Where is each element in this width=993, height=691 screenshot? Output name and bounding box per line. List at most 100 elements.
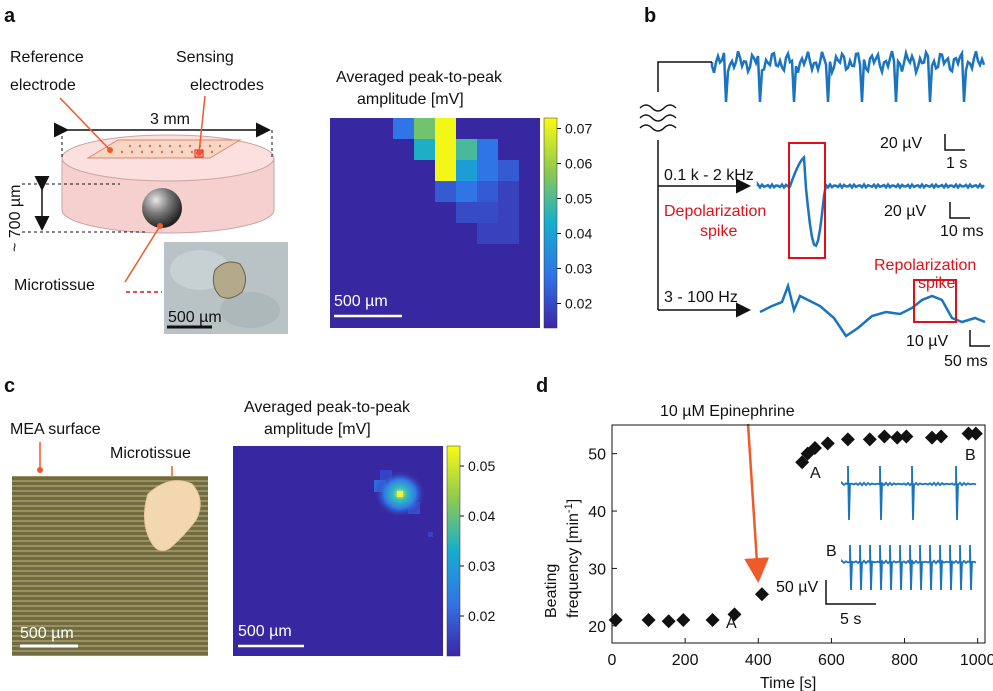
- colorbar-tick-label: 0.02: [565, 296, 592, 312]
- panel-label-a: a: [4, 5, 16, 27]
- colorbar-tick-label: 0.05: [468, 458, 495, 474]
- y-tick-label: 50: [588, 447, 606, 464]
- x-tick-label: 600: [818, 652, 845, 669]
- plot-d-ticks: 0 200 400 600 800 1000 20 30 40 50: [588, 447, 993, 669]
- panel-a: a Reference electrode Sensing electrodes…: [4, 5, 592, 334]
- data-point: [641, 613, 656, 628]
- heatmap-a-cell: [498, 202, 519, 223]
- data-point: [608, 613, 623, 628]
- colorbar-c: [446, 445, 461, 657]
- high-band-trace: [756, 154, 985, 248]
- repolarization-label-line2: spike: [918, 275, 955, 292]
- low-band-label: 3 - 100 Hz: [664, 289, 738, 306]
- heatmap-a-cell: [456, 181, 477, 202]
- dish-schematic: [61, 134, 275, 234]
- low-scale-time: 50 ms: [944, 353, 988, 370]
- panel-c: c MEA surface Microtissue 500 µm Average…: [4, 375, 495, 657]
- repolarization-label-line1: Repolarization: [874, 257, 976, 274]
- plot-d-points: [608, 426, 983, 629]
- y-axis-label-line2: frequency [min-1]: [563, 499, 582, 618]
- data-point: [754, 587, 769, 602]
- x-tick-label: 800: [891, 652, 918, 669]
- filter-symbol: [639, 104, 677, 132]
- depolarization-box: [788, 142, 826, 259]
- high-band-label: 0.1 k - 2 kHz: [664, 167, 754, 184]
- drug-label: 10 µM Epinephrine: [660, 403, 795, 420]
- colorbar-a: [543, 117, 558, 329]
- microtissue-label-c: Microtissue: [110, 445, 191, 462]
- inset-trace-a: [841, 465, 977, 521]
- panel-label-c: c: [4, 375, 15, 397]
- heatmap-a-cell: [435, 160, 456, 181]
- heatmap-a-cell: [435, 181, 456, 202]
- heatmap-a-cell: [477, 160, 498, 181]
- reference-electrode-label-line1: Reference: [10, 49, 84, 66]
- data-point: [705, 613, 720, 628]
- colorbar-a-ticks: 0.07 0.06 0.05 0.04 0.03 0.02: [557, 121, 592, 312]
- x-tick-label: 400: [745, 652, 772, 669]
- data-point: [968, 426, 983, 441]
- drug-arrow: [744, 423, 770, 583]
- heatmap-c-title-line1: Averaged peak-to-peak: [244, 399, 411, 416]
- y-axis-label-line1: Beating: [543, 564, 560, 618]
- colorbar-c-ticks: 0.05 0.04 0.03 0.02: [460, 458, 495, 624]
- data-point: [862, 432, 877, 447]
- low-band-trace: [759, 281, 986, 338]
- panel-label-d: d: [536, 375, 548, 397]
- y-tick-label: 30: [588, 561, 606, 578]
- sensing-electrodes-label-line2: electrodes: [190, 77, 264, 94]
- heatmap-a-cell: [477, 139, 498, 160]
- colorbar-tick-label: 0.03: [565, 261, 592, 277]
- colorbar-tick-label: 0.07: [565, 121, 592, 137]
- data-point: [840, 432, 855, 447]
- y-axis-label-end: ]: [565, 499, 582, 503]
- panel-label-b: b: [644, 5, 656, 27]
- colorbar-tick-label: 0.04: [565, 226, 592, 242]
- sensing-electrodes-label-line1: Sensing: [176, 49, 234, 66]
- plot-frame: [611, 424, 986, 644]
- data-point: [727, 607, 742, 622]
- mea-photo: 500 µm: [12, 476, 208, 656]
- heatmap-a-title-line1: Averaged peak-to-peak: [336, 69, 503, 86]
- panel-d: d 10 µM Epinephrine 0 200 400 600 800 1000 20 3…: [536, 375, 993, 691]
- data-point: [924, 430, 939, 445]
- data-point: [795, 455, 810, 470]
- heatmap-a-cell: [435, 118, 456, 139]
- trace-label-a: A: [726, 615, 737, 632]
- data-point: [877, 429, 892, 444]
- low-scale-voltage: 10 µV: [906, 333, 948, 350]
- width-label: 3 mm: [150, 111, 190, 128]
- high-scale-time: 10 ms: [940, 223, 984, 240]
- trace-label-b: B: [965, 447, 976, 464]
- heatmap-a-cells: [393, 118, 519, 244]
- panel-b: b 0.1 k - 2 kHz 3 - 100 Hz 20 µV 1 s Dep…: [639, 5, 990, 370]
- colorbar-tick-label: 0.06: [565, 156, 592, 172]
- colorbar-tick-label: 0.03: [468, 558, 495, 574]
- data-point: [676, 613, 691, 628]
- heatmap-a-cell: [456, 139, 477, 160]
- data-point: [961, 426, 976, 441]
- height-label: ~ 700 µm: [7, 185, 24, 252]
- heatmap-a-cell: [414, 139, 435, 160]
- heatmap-a-cell: [456, 160, 477, 181]
- heatmap-a-cell: [393, 118, 414, 139]
- y-axis-label: Beating frequency [min-1]: [543, 499, 582, 618]
- x-tick-label: 200: [672, 652, 699, 669]
- photo-scale-label: 500 µm: [168, 309, 222, 326]
- heatmap-a-cell: [477, 223, 498, 244]
- x-tick-label: 0: [608, 652, 617, 669]
- heatmap-a-cell: [456, 202, 477, 223]
- microtissue-label: Microtissue: [14, 277, 95, 294]
- high-scale-voltage: 20 µV: [884, 203, 926, 220]
- x-axis-label: Time [s]: [760, 675, 816, 691]
- heatmap-c-scale-label: 500 µm: [238, 623, 292, 640]
- heatmap-a-scale-label: 500 µm: [334, 293, 388, 310]
- y-axis-label-main: frequency [min: [565, 513, 582, 618]
- microtissue-photo: 500 µm: [164, 242, 288, 334]
- y-tick-label: 40: [588, 504, 606, 521]
- y-axis-label-sup: -1: [563, 503, 575, 513]
- heatmap-c-hotspot: [374, 470, 433, 537]
- heatmap-c-title-line2: amplitude [mV]: [264, 421, 371, 438]
- depolarization-label-line2: spike: [700, 223, 737, 240]
- reference-electrode-label-line2: electrode: [10, 77, 76, 94]
